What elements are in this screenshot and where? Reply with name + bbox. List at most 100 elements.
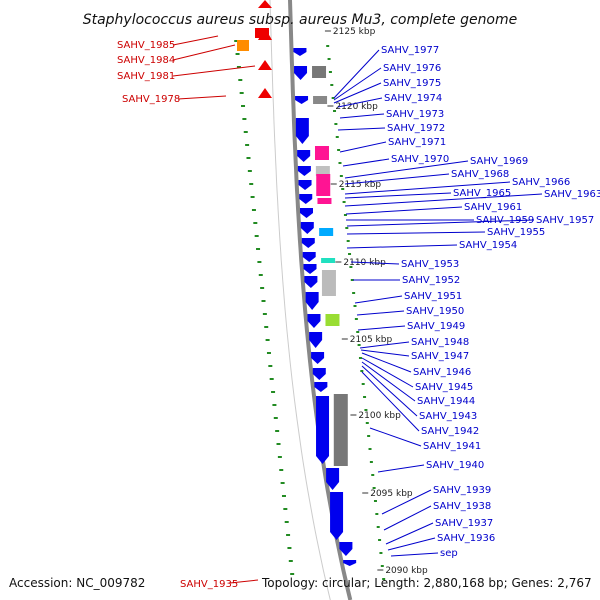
- gene-label-forward[interactable]: SAHV_1957: [536, 215, 594, 226]
- gene-label-forward[interactable]: SAHV_1977: [381, 45, 439, 56]
- gene-label-forward[interactable]: SAHV_1953: [401, 259, 459, 270]
- forward-gene-arrow[interactable]: [295, 118, 309, 144]
- gene-label-reverse[interactable]: SAHV_1981: [117, 71, 175, 82]
- forward-gene-arrow[interactable]: [301, 238, 315, 248]
- forward-gene-arrow[interactable]: [330, 492, 344, 540]
- forward-gene-arrow[interactable]: [294, 66, 308, 80]
- genome-title: Staphylococcus aureus subsp. aureus Mu3,…: [83, 12, 518, 28]
- gc-dot: [256, 248, 261, 250]
- gc-dot: [246, 157, 251, 159]
- gene-label-forward[interactable]: SAHV_1954: [459, 240, 517, 251]
- gc-dot: [367, 435, 371, 437]
- gene-label-forward[interactable]: SAHV_1959: [476, 215, 534, 226]
- gene-label-forward[interactable]: SAHV_1965: [453, 188, 511, 199]
- reverse-gene-arrow[interactable]: [258, 0, 272, 8]
- gene-label-forward[interactable]: SAHV_1973: [386, 109, 444, 120]
- gene-label-forward[interactable]: SAHV_1948: [411, 337, 469, 348]
- forward-gene-arrow[interactable]: [339, 542, 353, 556]
- forward-gene-arrow[interactable]: [326, 468, 340, 490]
- gene-label-forward[interactable]: SAHV_1941: [423, 441, 481, 452]
- gene-label-forward[interactable]: SAHV_1949: [407, 321, 465, 332]
- forward-gene-arrow[interactable]: [293, 48, 307, 56]
- gene-label-reverse[interactable]: SAHV_1984: [117, 55, 175, 66]
- forward-gene-arrow[interactable]: [312, 368, 326, 380]
- forward-gene-arrow[interactable]: [300, 208, 314, 218]
- forward-gene-arrow[interactable]: [303, 264, 317, 274]
- gene-label-forward[interactable]: SAHV_1947: [411, 351, 469, 362]
- forward-gene-arrow[interactable]: [309, 332, 323, 348]
- feature-block[interactable]: [319, 228, 334, 236]
- rna-gene-block[interactable]: [237, 40, 249, 51]
- gc-dot: [236, 66, 241, 68]
- gene-label-forward[interactable]: SAHV_1971: [388, 137, 446, 148]
- forward-gene-arrow[interactable]: [298, 180, 312, 190]
- forward-gene-arrow[interactable]: [295, 96, 309, 104]
- feature-block[interactable]: [315, 166, 330, 176]
- gene-label-leader: [344, 181, 511, 195]
- reverse-gene-arrow[interactable]: [258, 60, 272, 70]
- gene-label-leader: [354, 295, 403, 304]
- gene-label-forward[interactable]: SAHV_1943: [419, 411, 477, 422]
- gene-label-forward[interactable]: SAHV_1963: [544, 189, 600, 200]
- feature-block[interactable]: [312, 66, 327, 78]
- gene-label-forward[interactable]: SAHV_1944: [417, 396, 475, 407]
- forward-gene-arrow[interactable]: [307, 314, 321, 328]
- gene-label-forward[interactable]: SAHV_1942: [421, 426, 479, 437]
- forward-gene-arrow[interactable]: [299, 194, 313, 204]
- feature-block[interactable]: [333, 394, 348, 466]
- forward-gene-arrow[interactable]: [304, 276, 318, 288]
- gc-dot: [247, 170, 252, 172]
- gene-label-forward[interactable]: SAHV_1936: [437, 533, 495, 544]
- feature-block[interactable]: [316, 174, 331, 196]
- feature-block[interactable]: [317, 198, 332, 204]
- gc-dot: [277, 456, 282, 458]
- gene-label-forward[interactable]: SAHV_1937: [435, 518, 493, 529]
- gene-label-bottom[interactable]: SAHV_1935: [180, 579, 238, 590]
- gene-label-forward[interactable]: SAHV_1966: [512, 177, 570, 188]
- gene-labels[interactable]: SAHV_1985 SAHV_1984 SAHV_1981 SAHV_1978 SAHV…: [117, 40, 600, 559]
- gene-label-reverse[interactable]: SAHV_1985: [117, 40, 175, 51]
- gene-label-reverse[interactable]: SAHV_1978: [122, 94, 180, 105]
- forward-gene-arrow[interactable]: [314, 382, 328, 392]
- feature-block[interactable]: [314, 146, 329, 160]
- gene-label-forward[interactable]: SAHV_1946: [413, 367, 471, 378]
- feature-block[interactable]: [321, 270, 336, 296]
- gene-label-forward[interactable]: SAHV_1972: [387, 123, 445, 134]
- reverse-gene-arrow[interactable]: [258, 88, 272, 98]
- gc-dot: [260, 287, 265, 289]
- forward-gene-arrow[interactable]: [302, 252, 316, 262]
- gene-label-forward[interactable]: SAHV_1970: [391, 154, 449, 165]
- forward-gene-arrow[interactable]: [297, 166, 311, 176]
- gene-label-forward[interactable]: SAHV_1945: [415, 382, 473, 393]
- gc-dot: [369, 461, 373, 463]
- gc-dot: [287, 547, 292, 549]
- forward-gene-arrow[interactable]: [316, 396, 330, 464]
- gene-label-forward[interactable]: SAHV_1969: [470, 156, 528, 167]
- gene-label-forward[interactable]: sep: [440, 548, 458, 559]
- gene-label-forward[interactable]: SAHV_1974: [384, 93, 442, 104]
- gc-dot: [272, 404, 277, 406]
- reverse-gene-block[interactable]: [255, 28, 269, 38]
- gene-label-forward[interactable]: SAHV_1975: [383, 78, 441, 89]
- forward-gene-arrow[interactable]: [311, 352, 325, 364]
- gene-label-forward[interactable]: SAHV_1961: [464, 202, 522, 213]
- gene-label-forward[interactable]: SAHV_1938: [433, 501, 491, 512]
- feature-block[interactable]: [313, 96, 328, 104]
- gene-label-forward[interactable]: SAHV_1951: [404, 291, 462, 302]
- forward-gene-arrow[interactable]: [305, 292, 319, 310]
- gene-label-forward[interactable]: SAHV_1955: [487, 227, 545, 238]
- gene-label-leader: [381, 489, 432, 515]
- gene-label-forward[interactable]: SAHV_1952: [402, 275, 460, 286]
- forward-gene-arrow[interactable]: [343, 560, 357, 566]
- forward-gene-arrow[interactable]: [297, 150, 311, 162]
- gene-label-forward[interactable]: SAHV_1950: [406, 306, 464, 317]
- gene-label-forward[interactable]: SAHV_1968: [451, 169, 509, 180]
- gene-label-forward[interactable]: SAHV_1976: [383, 63, 441, 74]
- feature-block[interactable]: [321, 258, 336, 263]
- gc-dot: [341, 188, 345, 190]
- forward-gene-arrow[interactable]: [300, 222, 314, 234]
- gene-label-forward[interactable]: SAHV_1939: [433, 485, 491, 496]
- gene-label-forward[interactable]: SAHV_1940: [426, 460, 484, 471]
- feature-block[interactable]: [325, 314, 340, 326]
